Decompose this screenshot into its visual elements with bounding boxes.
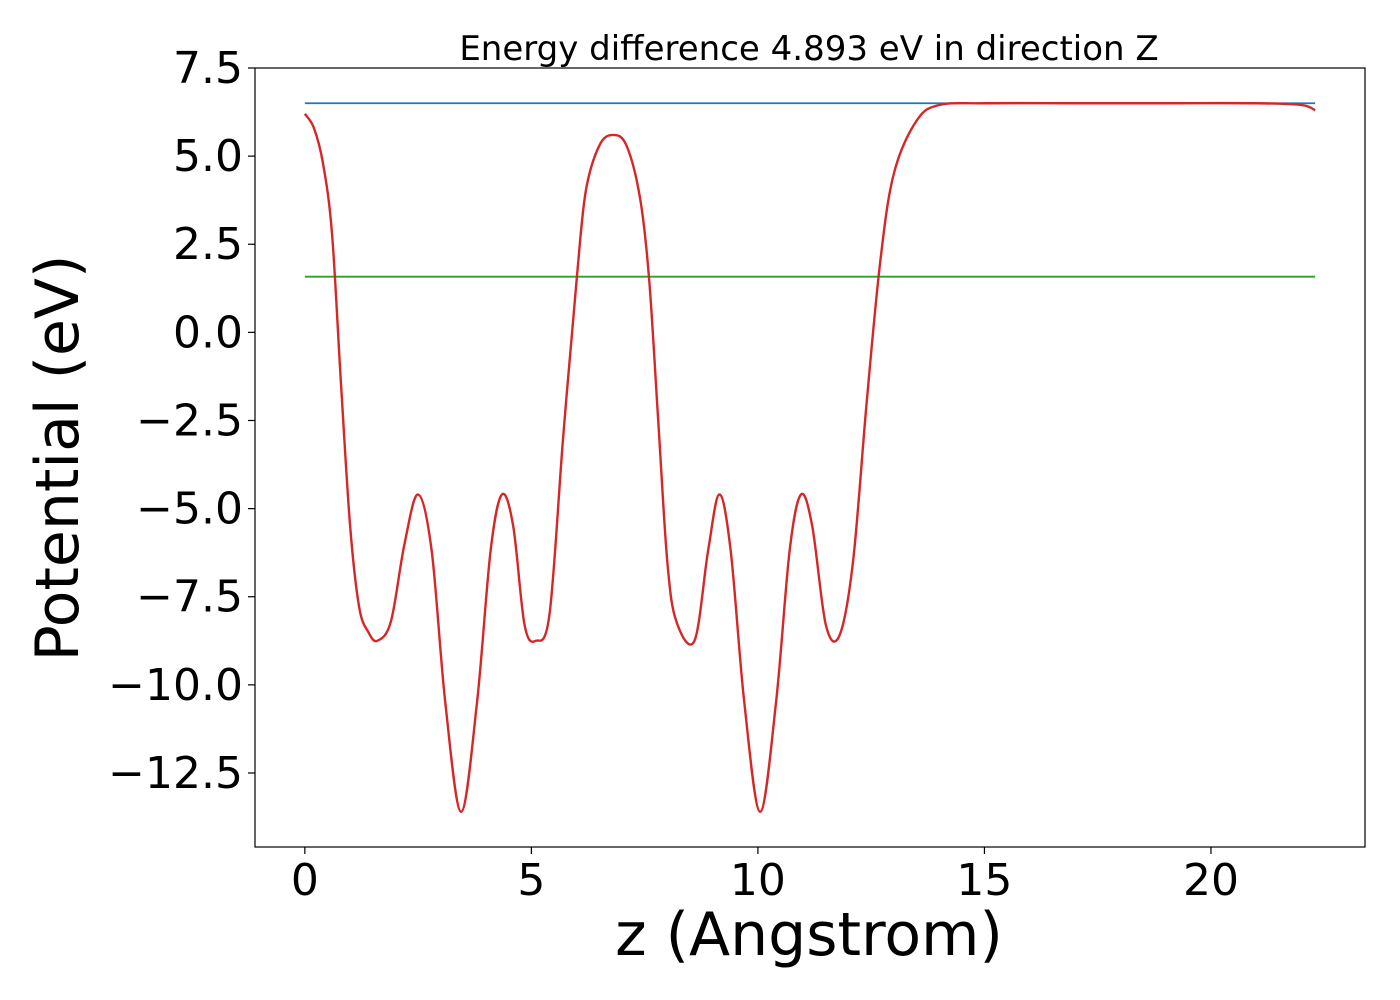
chart-title: Energy difference 4.893 eV in direction … bbox=[459, 29, 1158, 69]
y-tick-label: −10.0 bbox=[108, 660, 243, 711]
y-tick-label: −12.5 bbox=[108, 748, 243, 799]
y-tick-label: 5.0 bbox=[173, 131, 243, 182]
plot-frame bbox=[254, 67, 1366, 848]
y-axis-title: Potential (eV) bbox=[23, 255, 93, 662]
y-tick-label: 0.0 bbox=[173, 307, 243, 358]
series-line-2 bbox=[303, 101, 1316, 813]
x-axis-title: z (Angstrom) bbox=[615, 900, 1003, 970]
y-tick-label: −7.5 bbox=[136, 572, 243, 623]
x-tick-label: 15 bbox=[956, 855, 1012, 906]
y-tick-label: 2.5 bbox=[173, 219, 243, 270]
y-tick-label: 7.5 bbox=[173, 43, 243, 94]
y-tick-label: −2.5 bbox=[136, 395, 243, 446]
x-axis: 0 5 10 15 20 bbox=[291, 847, 1239, 906]
x-tick-label: 0 bbox=[291, 855, 319, 906]
x-tick-label: 5 bbox=[517, 855, 545, 906]
x-tick-label: 20 bbox=[1183, 855, 1239, 906]
y-axis: 7.5 5.0 2.5 0.0 −2.5 −5.0 −7.5 −10.0 −12.5 bbox=[108, 43, 255, 799]
y-tick-label: −5.0 bbox=[136, 484, 243, 535]
plot-lines bbox=[303, 101, 1316, 813]
x-tick-label: 10 bbox=[730, 855, 786, 906]
